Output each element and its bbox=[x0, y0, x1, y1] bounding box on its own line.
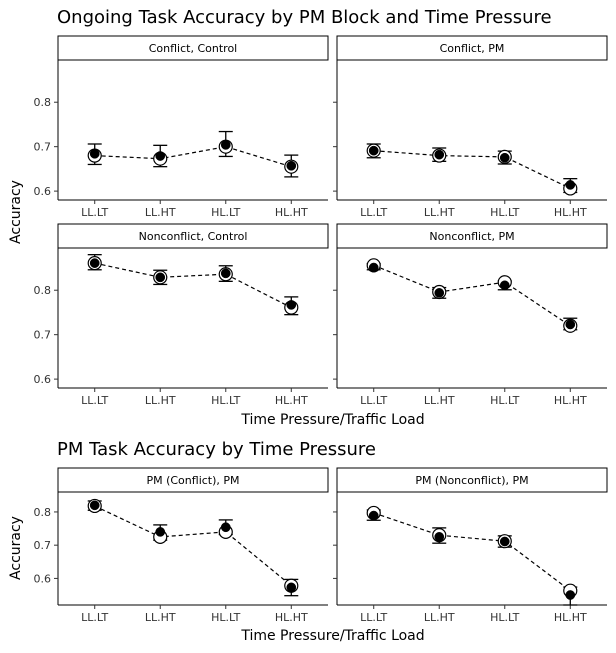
series-dashed-line bbox=[94, 505, 292, 587]
solid-point bbox=[286, 300, 297, 310]
x-tick-label: HL.HT bbox=[554, 394, 587, 407]
strip-label: Conflict, Control bbox=[149, 42, 237, 55]
solid-point bbox=[155, 151, 166, 161]
x-tick-label: HL.LT bbox=[490, 206, 520, 219]
x-tick-label: HL.LT bbox=[490, 611, 520, 624]
strip-label: PM (Nonconflict), PM bbox=[415, 474, 528, 487]
solid-point bbox=[499, 152, 510, 163]
x-axis-label-pm: Time Pressure/Traffic Load bbox=[240, 628, 424, 644]
chart-title-pm: PM Task Accuracy by Time Pressure bbox=[57, 439, 376, 460]
y-tick-label: 0.6 bbox=[34, 185, 52, 198]
y-tick-label: 0.8 bbox=[34, 96, 52, 109]
x-tick-label: LL.LT bbox=[360, 206, 387, 219]
solid-point bbox=[89, 148, 100, 159]
strip-box bbox=[57, 223, 329, 249]
solid-point bbox=[286, 582, 297, 593]
panel-c0p1: Conflict, PM LL.LT LL.HT HL.LT HL.HT bbox=[333, 35, 608, 219]
strip-label: Nonconflict, Control bbox=[139, 230, 248, 243]
solid-point bbox=[155, 272, 166, 283]
y-tick-label: 0.7 bbox=[34, 141, 52, 154]
solid-point bbox=[220, 140, 231, 150]
solid-point bbox=[434, 532, 445, 542]
x-tick-label: LL.LT bbox=[360, 611, 387, 624]
strip-label: Nonconflict, PM bbox=[429, 230, 514, 243]
strip-label: Conflict, PM bbox=[440, 42, 505, 55]
panels-group: Conflict, Control 0.6 0.7 0.8 LL.LT LL.HT HL.L… bbox=[34, 35, 608, 624]
x-tick-label: HL.LT bbox=[211, 394, 241, 407]
x-tick-label: LL.LT bbox=[360, 394, 387, 407]
solid-point bbox=[499, 280, 510, 291]
strip-box bbox=[336, 467, 608, 493]
solid-point bbox=[434, 288, 445, 298]
x-tick-label: HL.HT bbox=[554, 206, 587, 219]
x-tick-label: LL.HT bbox=[424, 611, 455, 624]
panel-c0p2: Nonconflict, Control 0.6 0.7 0.8 LL.LT LL.HT H… bbox=[34, 223, 329, 407]
x-tick-label: HL.LT bbox=[211, 611, 241, 624]
solid-point bbox=[220, 268, 231, 279]
strip-label: PM (Conflict), PM bbox=[146, 474, 239, 487]
solid-point bbox=[368, 510, 379, 521]
x-tick-label: LL.HT bbox=[145, 206, 176, 219]
chart-title-ongoing: Ongoing Task Accuracy by PM Block and Ti… bbox=[57, 7, 552, 28]
y-tick-label: 0.8 bbox=[34, 284, 52, 297]
x-tick-label: LL.LT bbox=[81, 611, 108, 624]
y-tick-label: 0.6 bbox=[34, 373, 52, 386]
solid-point bbox=[286, 160, 297, 171]
solid-point bbox=[368, 262, 379, 273]
x-tick-label: LL.LT bbox=[81, 394, 108, 407]
y-tick-label: 0.6 bbox=[34, 572, 52, 585]
y-axis-label-pm: Accuracy bbox=[8, 516, 24, 580]
solid-point bbox=[89, 500, 100, 511]
solid-point bbox=[155, 527, 166, 537]
x-tick-label: LL.HT bbox=[424, 394, 455, 407]
x-tick-label: HL.HT bbox=[275, 611, 308, 624]
solid-point bbox=[499, 536, 510, 547]
series-dashed-line bbox=[94, 146, 292, 168]
solid-point bbox=[434, 149, 445, 160]
y-tick-label: 0.7 bbox=[34, 539, 52, 552]
strip-box bbox=[57, 35, 329, 61]
x-axis-label-ongoing: Time Pressure/Traffic Load bbox=[240, 412, 424, 428]
x-tick-label: LL.HT bbox=[424, 206, 455, 219]
solid-point bbox=[368, 145, 379, 156]
panel-c0p3: Nonconflict, PM LL.LT LL.HT HL.LT HL.HT bbox=[333, 223, 608, 407]
x-tick-label: LL.LT bbox=[81, 206, 108, 219]
series-dashed-line bbox=[373, 512, 571, 592]
x-tick-label: LL.HT bbox=[145, 611, 176, 624]
x-tick-label: LL.HT bbox=[145, 394, 176, 407]
solid-point bbox=[220, 522, 231, 533]
solid-point bbox=[565, 590, 576, 600]
y-tick-label: 0.7 bbox=[34, 329, 52, 342]
series-dashed-line bbox=[373, 150, 571, 189]
strip-box bbox=[336, 223, 608, 249]
solid-point bbox=[89, 258, 100, 268]
solid-point bbox=[565, 319, 576, 330]
y-tick-label: 0.8 bbox=[34, 506, 52, 519]
panel-c1p1: PM (Nonconflict), PM LL.LT LL.HT HL.LT HL.HT bbox=[333, 467, 608, 624]
series-dashed-line bbox=[373, 264, 571, 327]
y-axis-label-ongoing: Accuracy bbox=[8, 180, 24, 244]
x-tick-label: HL.HT bbox=[275, 206, 308, 219]
x-tick-label: HL.LT bbox=[490, 394, 520, 407]
x-tick-label: HL.HT bbox=[554, 611, 587, 624]
panel-c0p0: Conflict, Control 0.6 0.7 0.8 LL.LT LL.HT HL.L… bbox=[34, 35, 329, 219]
strip-box bbox=[336, 35, 608, 61]
series-dashed-line bbox=[94, 262, 292, 309]
x-tick-label: HL.HT bbox=[275, 394, 308, 407]
solid-point bbox=[565, 180, 576, 190]
panel-c1p0: PM (Conflict), PM 0.6 0.7 0.8 LL.LT LL.HT HL.L… bbox=[34, 467, 329, 624]
strip-box bbox=[57, 467, 329, 493]
x-tick-label: HL.LT bbox=[211, 206, 241, 219]
